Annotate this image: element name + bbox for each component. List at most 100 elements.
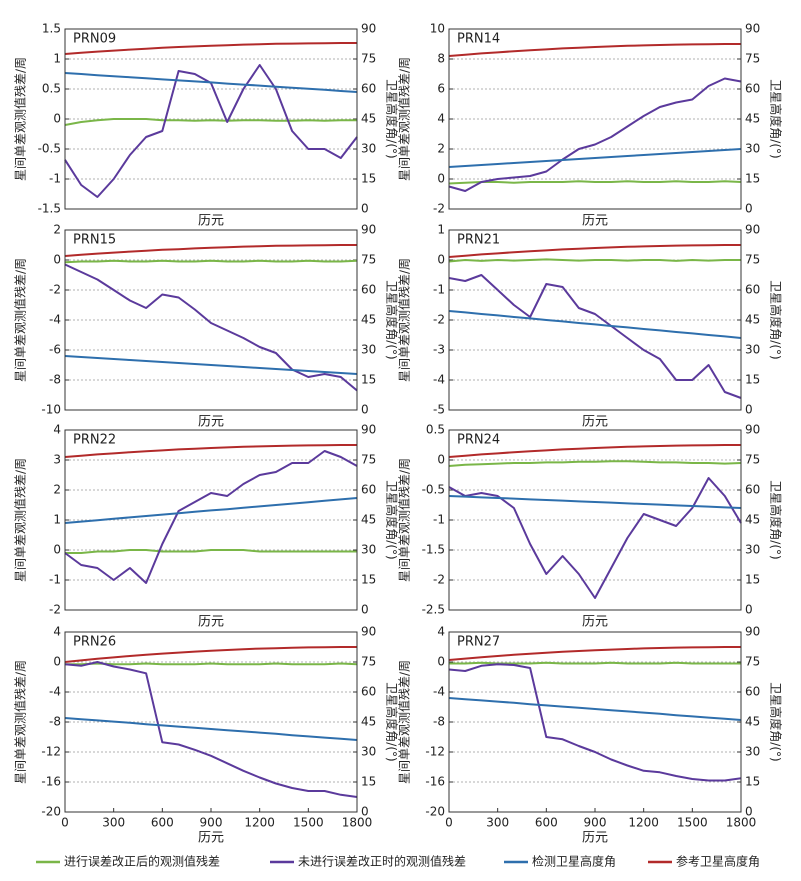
y-axis-label: 星间单差观测值残差/周 — [13, 660, 28, 784]
y2-tick-label: 30 — [361, 543, 376, 557]
plot-frame — [448, 28, 742, 210]
y-tick-label: 0.5 — [426, 423, 445, 437]
y2-axis-label: 卫星高度角/(°) — [385, 480, 400, 559]
y-tick-label: -1 — [49, 172, 61, 186]
y-tick-label: -8 — [433, 715, 445, 729]
y2-tick-label: 0 — [745, 805, 753, 819]
series-line — [448, 274, 742, 399]
y2-tick-label: 45 — [361, 715, 376, 729]
series-line — [64, 646, 357, 663]
y-tick-label: 2 — [437, 142, 445, 156]
series-line — [448, 444, 741, 458]
chart-title: PRN24 — [457, 433, 500, 448]
y-tick-label: -1 — [49, 573, 61, 587]
y2-tick-label: 45 — [745, 715, 760, 729]
y2-tick-label: 15 — [361, 373, 376, 387]
y2-tick-label: 75 — [361, 52, 376, 66]
y2-tick-label: 45 — [745, 513, 760, 527]
y-tick-label: -2 — [433, 313, 445, 327]
plot-frame — [64, 429, 358, 611]
y-tick-label: 0 — [437, 253, 445, 267]
chart-title: PRN21 — [457, 233, 500, 248]
x-tick-label: 1500 — [293, 816, 324, 830]
y-tick-label: -16 — [425, 775, 445, 789]
x-tick-label: 1500 — [677, 816, 708, 830]
y2-tick-label: 90 — [745, 625, 760, 639]
y-tick-label: 3 — [53, 453, 61, 467]
chart-title: PRN09 — [73, 32, 116, 47]
chart-title: PRN22 — [73, 433, 116, 448]
series-line — [448, 77, 742, 192]
chart-title: PRN26 — [73, 635, 116, 650]
y-tick-label: -1.5 — [38, 202, 61, 216]
y2-tick-label: 75 — [361, 655, 376, 669]
series-line — [448, 697, 742, 721]
plot-frame — [448, 631, 742, 813]
y-tick-label: 1 — [53, 52, 61, 66]
y2-tick-label: 30 — [745, 343, 760, 357]
y-tick-label: 8 — [437, 52, 445, 66]
y-tick-label: -2 — [433, 202, 445, 216]
y-tick-label: 1 — [437, 223, 445, 237]
x-tick-label: 1200 — [628, 816, 659, 830]
x-axis-label: 历元 — [582, 415, 608, 430]
chart-title: PRN14 — [457, 32, 500, 47]
y2-tick-label: 30 — [361, 142, 376, 156]
x-tick-label: 0 — [445, 816, 453, 830]
y2-tick-label: 75 — [361, 253, 376, 267]
x-tick-label: 1200 — [244, 816, 275, 830]
y-tick-label: -20 — [41, 805, 61, 819]
series-line — [448, 180, 742, 185]
y-tick-label: 1.5 — [42, 22, 61, 36]
y-tick-label: 0 — [53, 253, 61, 267]
y-tick-label: -4 — [49, 313, 61, 327]
y-axis-label: 星间单差观测值残差/周 — [397, 458, 412, 582]
series-line — [449, 661, 741, 665]
series-line — [64, 444, 357, 458]
y-tick-label: -8 — [49, 373, 61, 387]
y2-tick-label: 60 — [361, 283, 376, 297]
y-tick-label: -4 — [433, 373, 445, 387]
y-tick-label: -5 — [433, 403, 445, 417]
y2-tick-label: 75 — [745, 453, 760, 467]
series-line — [64, 118, 357, 126]
y-tick-label: 0 — [437, 655, 445, 669]
y2-tick-label: 30 — [745, 745, 760, 759]
y-tick-label: 1 — [53, 513, 61, 527]
series-line — [64, 42, 357, 55]
y-tick-label: -16 — [41, 775, 61, 789]
y-tick-label: -3 — [433, 343, 445, 357]
x-tick-label: 300 — [102, 816, 125, 830]
x-tick-label: 900 — [200, 816, 223, 830]
series-line — [64, 497, 358, 524]
y-tick-label: 4 — [53, 625, 61, 639]
plot-frame — [64, 631, 358, 813]
series-line — [64, 263, 358, 392]
series-line — [448, 310, 742, 339]
y-tick-label: -12 — [41, 745, 61, 759]
y2-tick-label: 60 — [361, 82, 376, 96]
y2-axis-label: 卫星高度角/(°) — [769, 480, 784, 559]
y-tick-label: 6 — [437, 82, 445, 96]
y2-axis-label: 卫星高度角/(°) — [385, 682, 400, 761]
y-tick-label: -10 — [41, 403, 61, 417]
x-axis-label: 历元 — [582, 214, 608, 229]
y-tick-label: 0 — [53, 112, 61, 126]
y2-tick-label: 30 — [361, 343, 376, 357]
y-tick-label: -4 — [433, 685, 445, 699]
y-tick-label: -20 — [425, 805, 445, 819]
y2-tick-label: 75 — [745, 655, 760, 669]
y2-tick-label: 60 — [361, 685, 376, 699]
series-line — [448, 148, 742, 168]
y2-tick-label: 60 — [745, 283, 760, 297]
y2-tick-label: 75 — [361, 453, 376, 467]
y2-tick-label: 15 — [745, 573, 760, 587]
y-tick-label: -2 — [433, 573, 445, 587]
y-tick-label: 2 — [53, 483, 61, 497]
x-tick-label: 1800 — [342, 816, 373, 830]
plot-frame — [64, 229, 358, 411]
y-tick-label: 4 — [437, 112, 445, 126]
x-tick-label: 600 — [535, 816, 558, 830]
y2-tick-label: 15 — [361, 573, 376, 587]
